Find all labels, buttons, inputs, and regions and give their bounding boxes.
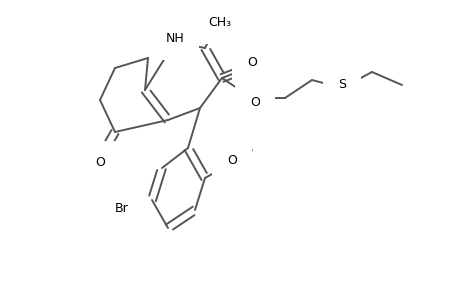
Text: S: S	[337, 77, 345, 91]
Text: O: O	[250, 95, 259, 109]
Text: O: O	[246, 56, 257, 68]
Text: NH: NH	[165, 32, 184, 44]
Text: O: O	[227, 154, 236, 166]
Text: O: O	[95, 155, 105, 169]
Text: CH₃: CH₃	[208, 16, 231, 28]
Text: Br: Br	[115, 202, 129, 214]
